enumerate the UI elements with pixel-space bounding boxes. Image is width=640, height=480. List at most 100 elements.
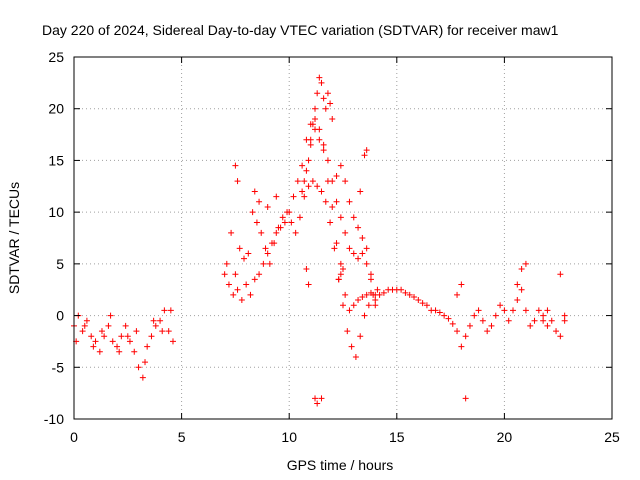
data-point xyxy=(329,116,336,123)
data-point xyxy=(288,219,295,226)
x-tick-label: 0 xyxy=(70,429,78,445)
data-point xyxy=(348,343,355,350)
data-point xyxy=(505,317,512,324)
data-point xyxy=(475,307,482,314)
data-point xyxy=(221,271,228,278)
data-point xyxy=(314,90,321,97)
data-point xyxy=(398,286,405,293)
data-point xyxy=(301,193,308,200)
data-point xyxy=(118,333,125,340)
data-point xyxy=(273,193,280,200)
data-point xyxy=(144,343,151,350)
data-point xyxy=(484,328,491,335)
data-point xyxy=(344,328,351,335)
data-point xyxy=(320,147,327,154)
data-point xyxy=(376,291,383,298)
data-point xyxy=(133,328,140,335)
data-point xyxy=(346,198,353,205)
data-point xyxy=(466,322,473,329)
data-point xyxy=(510,307,517,314)
data-point xyxy=(333,240,340,247)
data-point xyxy=(544,307,551,314)
data-point xyxy=(342,178,349,185)
data-point xyxy=(337,162,344,169)
data-point xyxy=(462,395,469,402)
data-point xyxy=(342,229,349,236)
data-point xyxy=(318,395,325,402)
data-point xyxy=(327,219,334,226)
data-point xyxy=(370,291,377,298)
data-point xyxy=(273,229,280,236)
data-point xyxy=(301,178,308,185)
y-tick-label: 15 xyxy=(48,152,64,168)
data-point xyxy=(320,141,327,148)
data-point xyxy=(294,178,301,185)
data-point xyxy=(260,260,267,267)
y-tick-label: 20 xyxy=(48,101,64,117)
data-point xyxy=(514,281,521,288)
data-point xyxy=(142,359,149,366)
data-point xyxy=(114,343,121,350)
data-point xyxy=(236,245,243,252)
data-point xyxy=(380,289,387,296)
data-point xyxy=(139,374,146,381)
chart-title: Day 220 of 2024, Sidereal Day-to-day VTE… xyxy=(42,22,559,38)
data-series xyxy=(71,74,568,407)
data-point xyxy=(488,322,495,329)
data-point xyxy=(266,260,273,267)
data-point xyxy=(346,307,353,314)
data-point xyxy=(335,276,342,283)
data-point xyxy=(531,317,538,324)
data-point xyxy=(553,328,560,335)
x-tick-label: 20 xyxy=(497,429,513,445)
data-point xyxy=(454,328,461,335)
data-point xyxy=(320,95,327,102)
data-point xyxy=(105,322,112,329)
data-point xyxy=(251,188,258,195)
data-point xyxy=(230,291,237,298)
data-point xyxy=(281,219,288,226)
data-point xyxy=(247,291,254,298)
data-point xyxy=(316,136,323,143)
data-point xyxy=(361,152,368,159)
data-point xyxy=(361,312,368,319)
x-tick-label: 15 xyxy=(389,429,405,445)
data-point xyxy=(540,312,547,319)
data-point xyxy=(150,317,157,324)
data-point xyxy=(314,183,321,190)
y-tick-label: 10 xyxy=(48,204,64,220)
data-point xyxy=(514,297,521,304)
data-point xyxy=(241,255,248,262)
y-tick-label: -5 xyxy=(52,359,65,375)
data-point xyxy=(561,317,568,324)
data-point xyxy=(225,281,232,288)
data-point xyxy=(169,338,176,345)
data-point xyxy=(479,317,486,324)
data-point xyxy=(234,286,241,293)
data-point xyxy=(340,266,346,273)
data-point xyxy=(518,266,525,273)
data-point xyxy=(501,307,508,314)
data-point xyxy=(449,320,456,327)
data-point xyxy=(350,302,357,309)
data-point xyxy=(331,245,338,252)
data-point xyxy=(367,271,374,278)
data-point xyxy=(458,343,465,350)
data-point xyxy=(357,333,364,340)
data-point xyxy=(462,333,469,340)
data-point xyxy=(318,79,325,86)
data-point xyxy=(342,291,349,298)
data-point xyxy=(363,260,370,267)
data-point xyxy=(544,322,551,329)
data-point xyxy=(322,105,329,112)
data-point xyxy=(527,322,534,329)
data-point xyxy=(107,312,114,319)
data-point xyxy=(312,116,319,123)
data-point xyxy=(402,289,409,296)
data-point xyxy=(337,271,344,278)
data-point xyxy=(303,167,310,174)
data-point xyxy=(90,343,97,350)
data-point xyxy=(324,157,331,164)
data-point xyxy=(238,297,245,304)
data-point xyxy=(355,224,362,231)
